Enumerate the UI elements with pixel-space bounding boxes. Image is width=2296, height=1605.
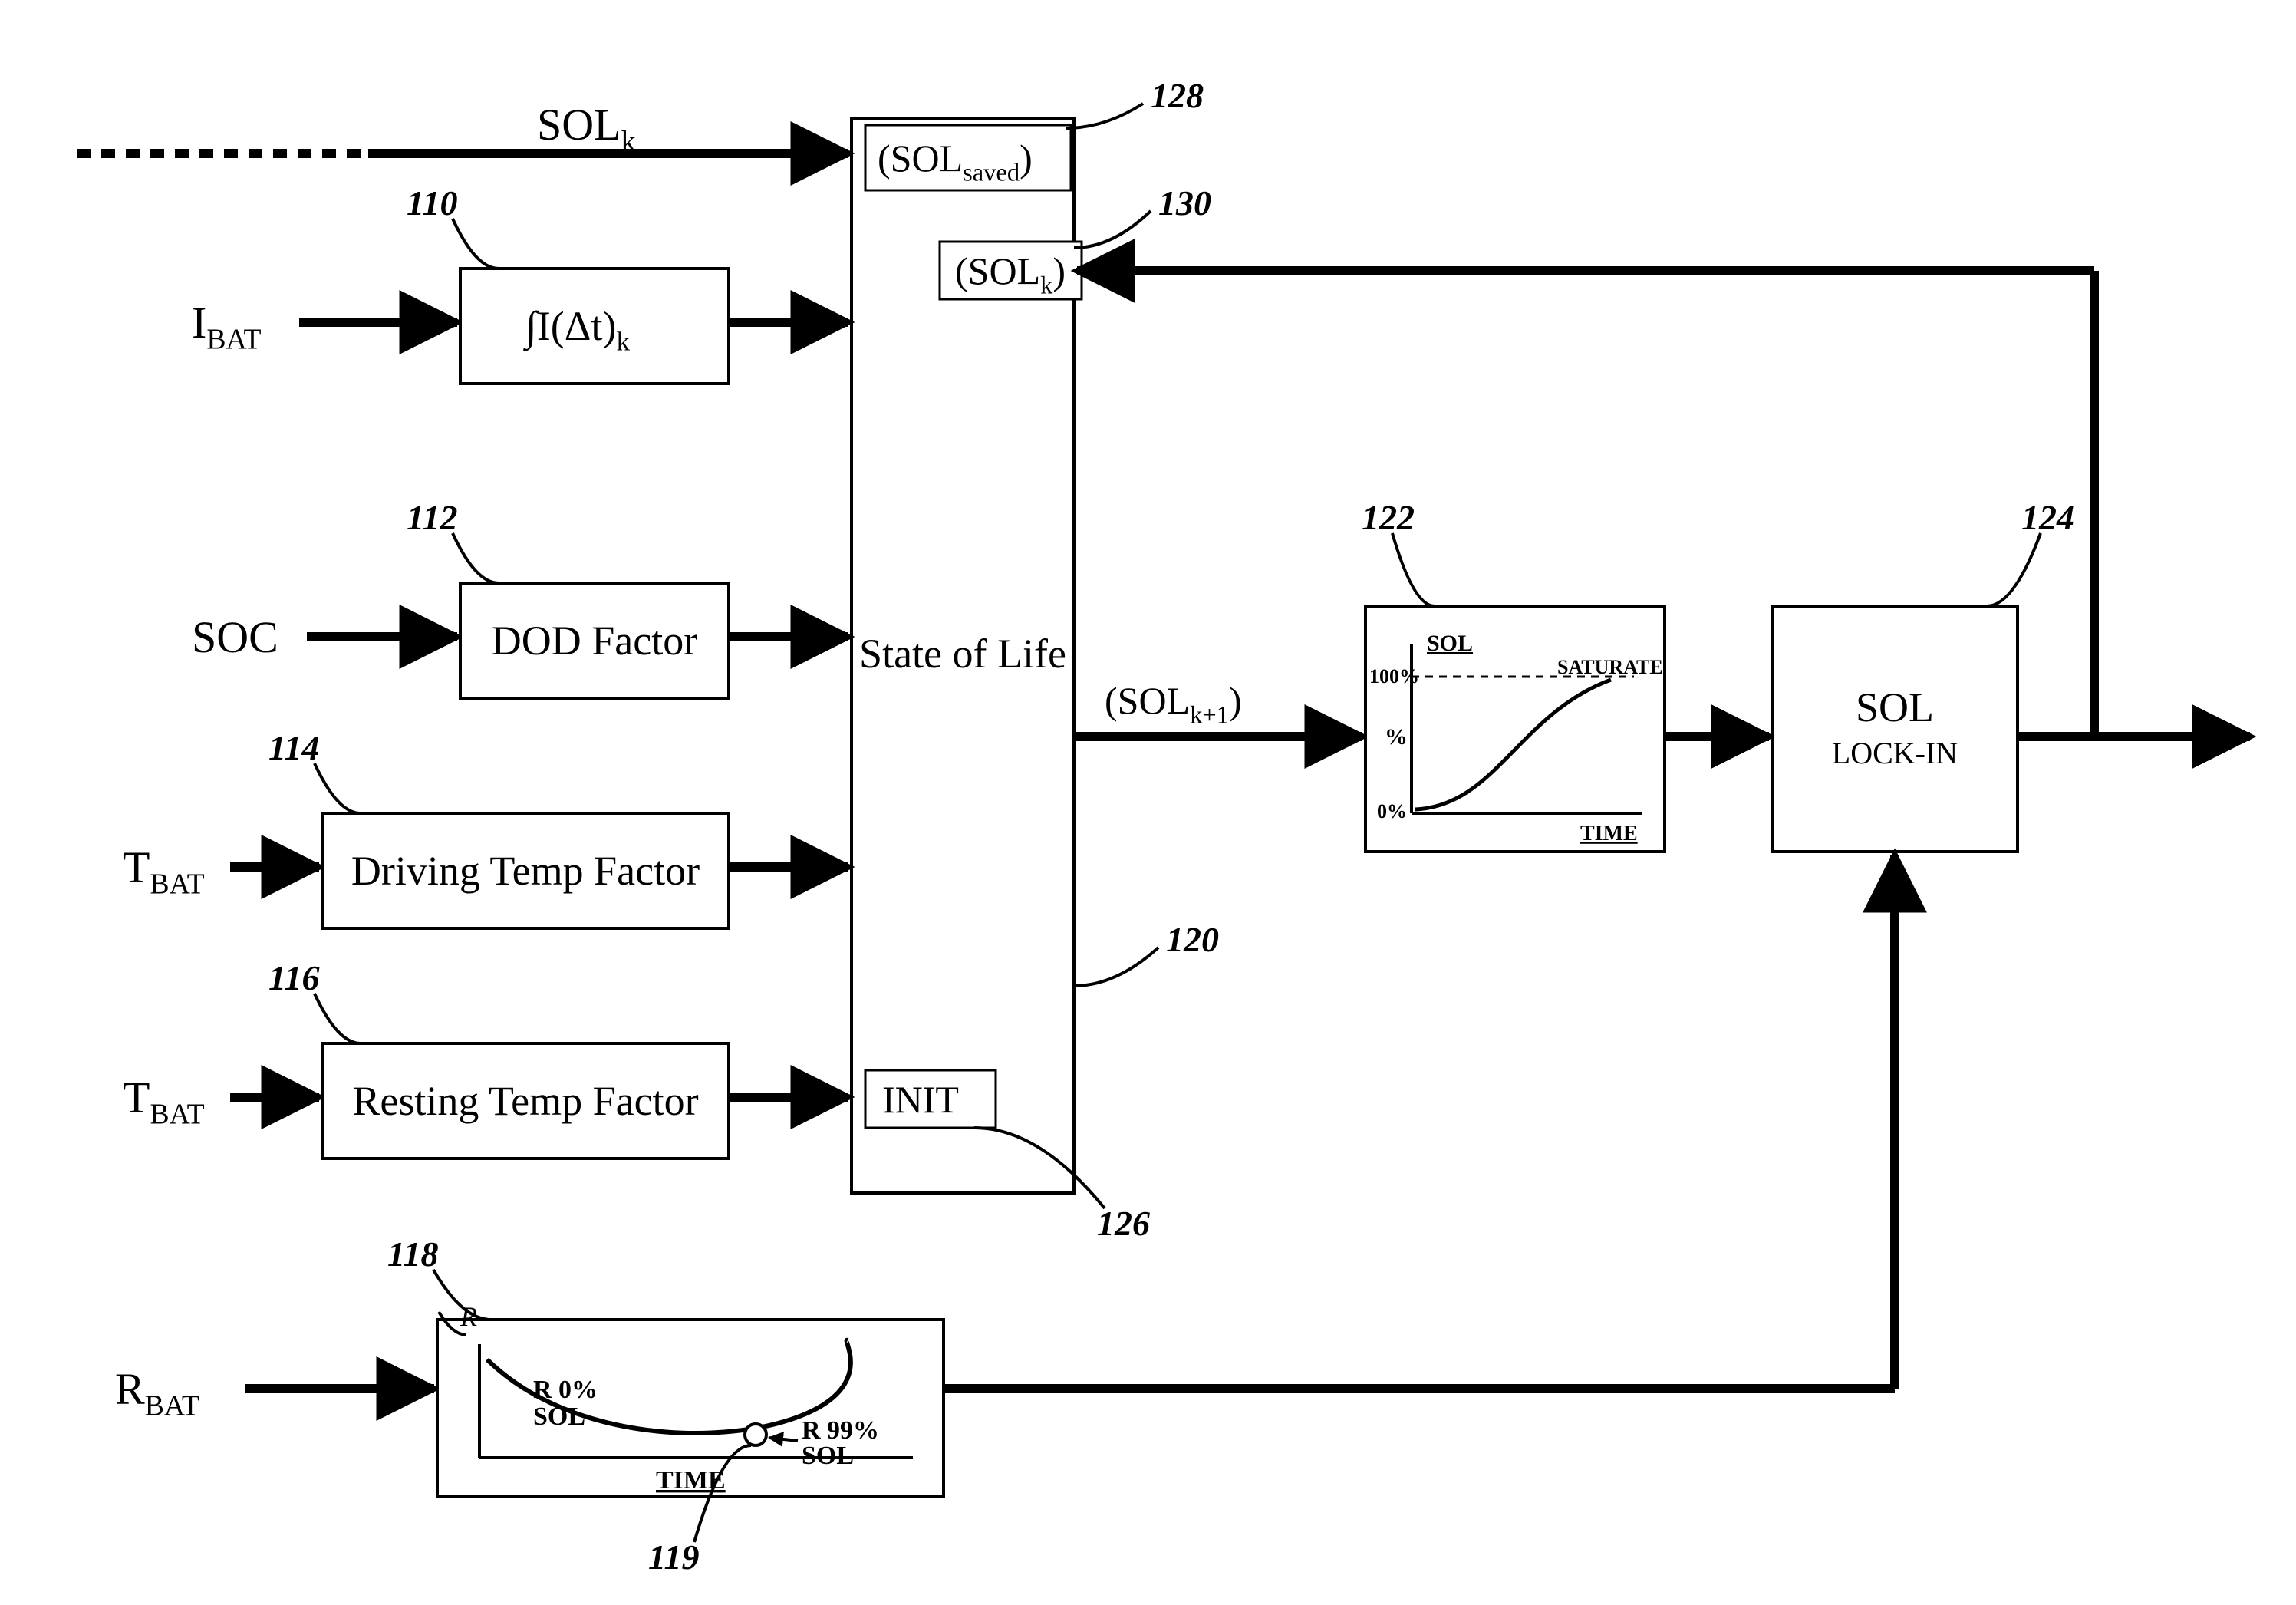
svg-text:SOL: SOL bbox=[802, 1442, 854, 1470]
svg-text:100%: 100% bbox=[1369, 665, 1419, 687]
ref-114: 114 bbox=[268, 728, 319, 767]
dod-block-label: DOD Factor bbox=[492, 618, 697, 664]
integral-label: ∫I(Δt)k bbox=[523, 303, 630, 357]
state-of-life-label: State of Life bbox=[859, 631, 1066, 677]
ref-126: 126 bbox=[1097, 1204, 1150, 1243]
ref-119: 119 bbox=[648, 1537, 699, 1577]
ref-118: 118 bbox=[387, 1234, 438, 1274]
ref-110: 110 bbox=[407, 183, 457, 222]
resting-block-label: Resting Temp Factor bbox=[352, 1078, 698, 1124]
svg-text:R 0%: R 0% bbox=[533, 1376, 598, 1404]
svg-text:SOL: SOL bbox=[533, 1402, 585, 1431]
lockin-line2: LOCK-IN bbox=[1832, 736, 1958, 770]
svg-text:SATURATE: SATURATE bbox=[1557, 656, 1663, 678]
ref-130: 130 bbox=[1158, 183, 1211, 222]
svg-text:%: % bbox=[1385, 724, 1408, 750]
init-label: INIT bbox=[882, 1078, 959, 1121]
driving-block-label: Driving Temp Factor bbox=[351, 848, 700, 894]
svg-text:0%: 0% bbox=[1377, 800, 1407, 822]
driving-block-input: TBAT bbox=[123, 842, 205, 901]
rbat-input: RBAT bbox=[115, 1364, 199, 1422]
ref-116: 116 bbox=[268, 958, 319, 997]
sol-k1-label: (SOLk+1) bbox=[1105, 679, 1242, 730]
ref-120: 120 bbox=[1166, 920, 1219, 959]
rbat-marker bbox=[745, 1424, 766, 1445]
ref-124: 124 bbox=[2021, 498, 2074, 537]
dod-block-input: SOC bbox=[192, 612, 278, 662]
ref-128: 128 bbox=[1151, 76, 1204, 115]
resting-block-input: TBAT bbox=[123, 1073, 205, 1131]
svg-text:TIME: TIME bbox=[656, 1466, 726, 1495]
integral-block-input: IBAT bbox=[192, 298, 262, 356]
block-diagram: State of Life(SOLsaved)128(SOLk)130INIT1… bbox=[0, 0, 2296, 1605]
lockin-line1: SOL bbox=[1856, 684, 1934, 730]
solk-input-label: SOLk bbox=[537, 100, 636, 158]
svg-text:SOL: SOL bbox=[1427, 631, 1473, 656]
svg-text:R 99%: R 99% bbox=[802, 1416, 879, 1445]
svg-text:TIME: TIME bbox=[1580, 822, 1638, 845]
ref-112: 112 bbox=[407, 498, 457, 537]
rbat-R-axis: R bbox=[460, 1301, 477, 1332]
ref-122: 122 bbox=[1362, 498, 1415, 537]
